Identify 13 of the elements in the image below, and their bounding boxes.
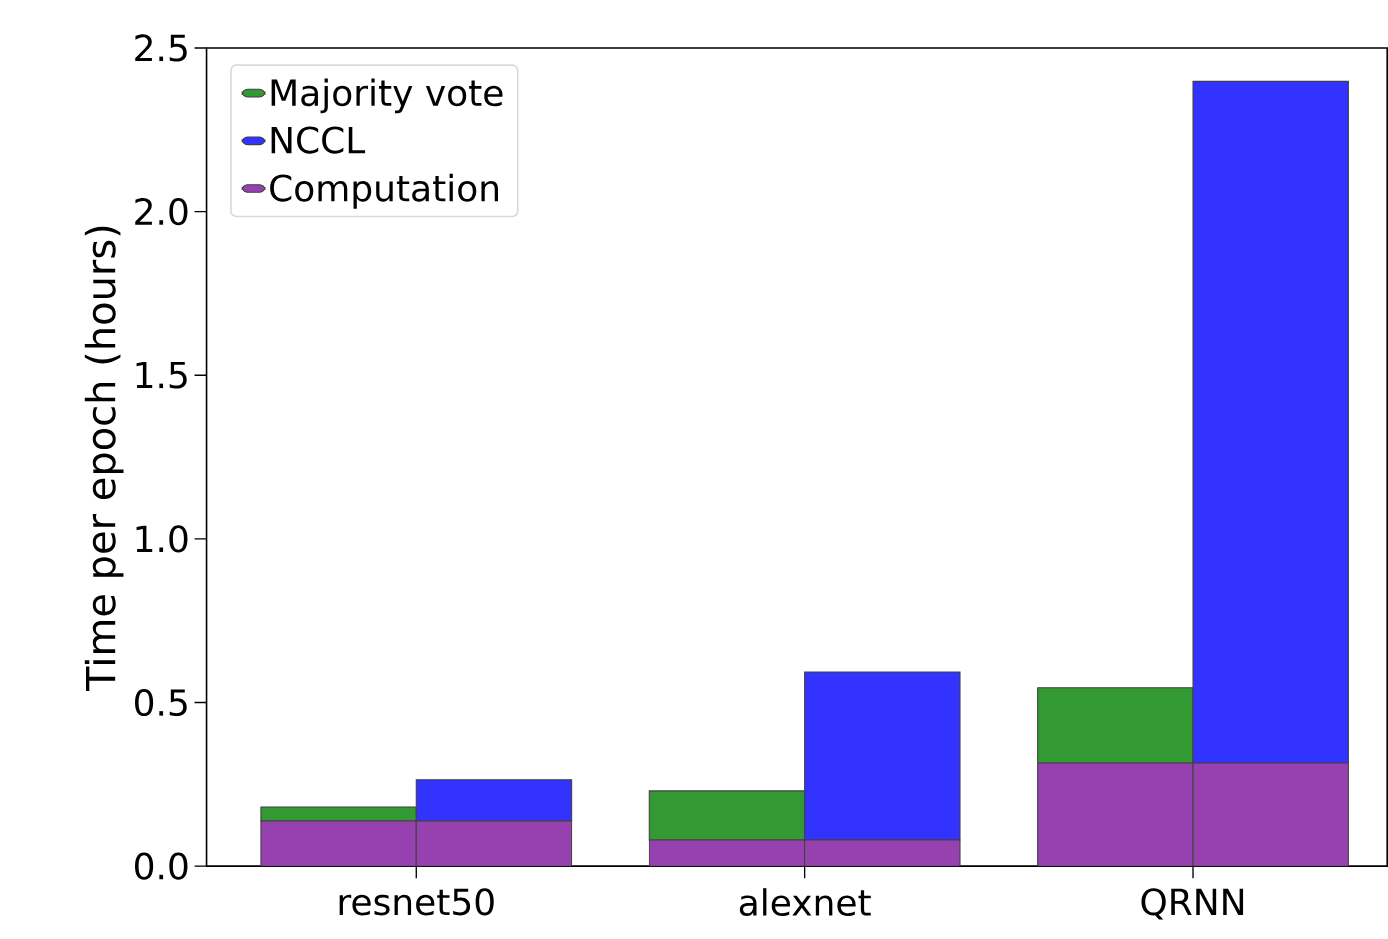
x-tick-label: alexnet bbox=[739, 887, 871, 916]
legend-label: NCCL bbox=[271, 126, 366, 154]
y-tick-label: 1.5 bbox=[136, 361, 187, 389]
y-tick-label: 0.5 bbox=[135, 688, 187, 716]
y-tick-label: 0.0 bbox=[135, 852, 188, 880]
y-tick-label: 2.0 bbox=[135, 197, 188, 225]
y-tick-label: 1.0 bbox=[136, 525, 188, 553]
y-tick-label: 2.5 bbox=[135, 34, 187, 62]
x-tick-label: QRNN bbox=[1141, 887, 1244, 920]
x-tick-label: resnet50 bbox=[339, 887, 494, 916]
legend-label: Majority vote bbox=[271, 78, 503, 114]
legend-label: Computation bbox=[270, 173, 498, 209]
y-axis-title: Time per epoch (hours) bbox=[84, 226, 124, 691]
